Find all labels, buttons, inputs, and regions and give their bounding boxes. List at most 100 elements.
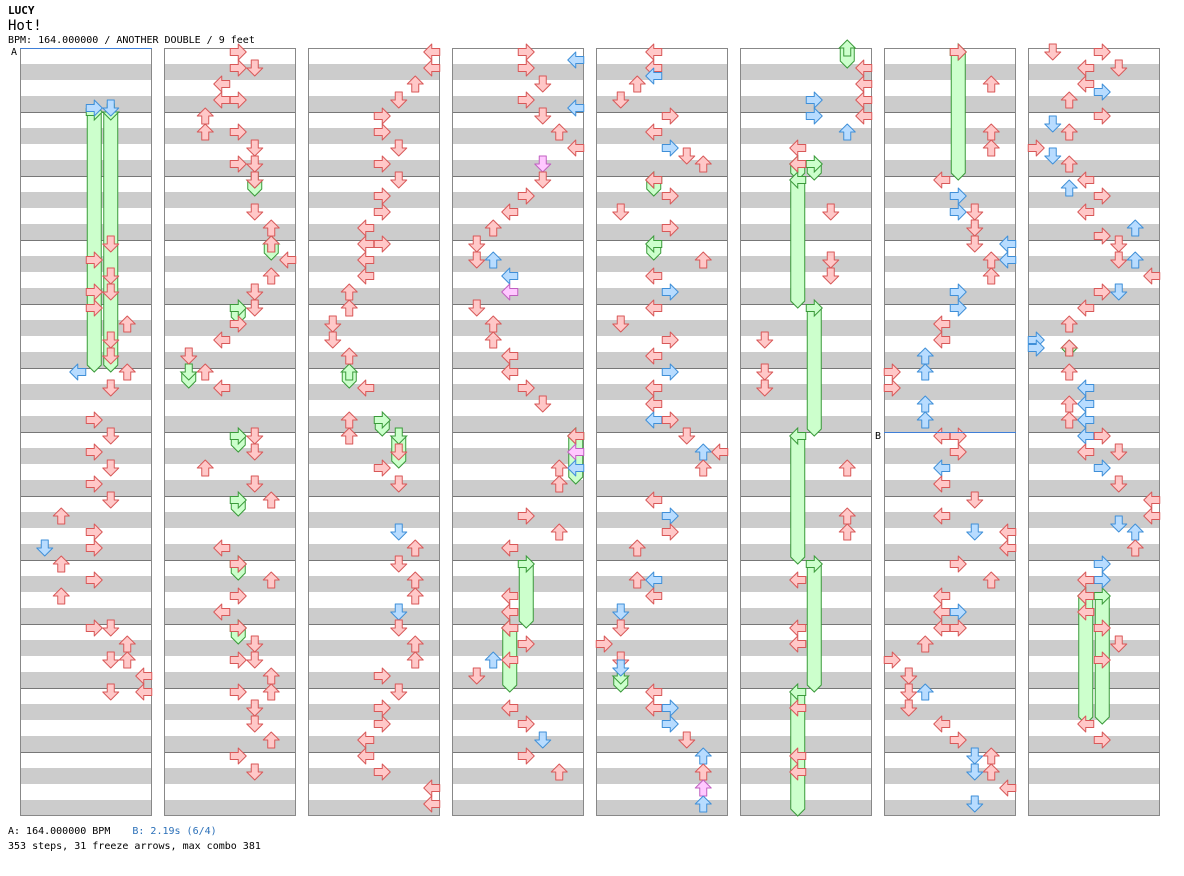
step-right-arrow (789, 699, 807, 717)
beat-stripe (452, 192, 584, 208)
step-down-arrow (246, 651, 264, 669)
step-down-arrow (534, 171, 552, 189)
step-right-arrow (645, 171, 663, 189)
step-left-arrow (883, 651, 901, 669)
step-down-arrow (390, 603, 408, 621)
step-down-arrow (468, 299, 486, 317)
step-left-arrow (661, 411, 679, 429)
step-down-arrow (246, 139, 264, 157)
step-left-arrow (661, 363, 679, 381)
step-down-arrow (246, 171, 264, 189)
step-left-arrow (1093, 619, 1111, 637)
step-left-arrow (517, 635, 535, 653)
beat-stripe (308, 704, 440, 720)
step-down-arrow (756, 379, 774, 397)
step-up-arrow (982, 139, 1000, 157)
step-down-arrow (756, 331, 774, 349)
freeze-up-arrow (838, 39, 857, 57)
beat-stripe (884, 736, 1016, 752)
beat-stripe (164, 320, 296, 336)
beat-stripe (308, 512, 440, 528)
step-left-arrow (373, 107, 391, 125)
step-down-arrow (1110, 59, 1128, 77)
step-up-arrow (838, 459, 856, 477)
step-right-arrow (357, 731, 375, 749)
beat-stripe (164, 96, 296, 112)
step-down-arrow (102, 235, 120, 253)
step-right-arrow (645, 491, 663, 509)
freeze-right-arrow (789, 170, 807, 190)
step-up-arrow (1060, 339, 1078, 357)
step-down-arrow (468, 251, 486, 269)
step-up-arrow (406, 539, 424, 557)
step-right-arrow (645, 123, 663, 141)
step-left-arrow (949, 603, 967, 621)
step-down-arrow (534, 395, 552, 413)
step-left-arrow (1093, 283, 1111, 301)
beat-stripe (884, 608, 1016, 624)
step-left-arrow (373, 155, 391, 173)
step-down-arrow (822, 267, 840, 285)
step-down-arrow (678, 427, 696, 445)
beat-stripe (452, 384, 584, 400)
step-right-arrow (855, 107, 873, 125)
beat-stripe (740, 672, 872, 688)
step-left-arrow (517, 91, 535, 109)
beat-stripe (308, 128, 440, 144)
chart-column (883, 42, 1017, 816)
beat-stripe (452, 256, 584, 272)
step-right-arrow (501, 347, 519, 365)
beat-stripe (1028, 192, 1160, 208)
beat-stripe (20, 800, 152, 816)
beat-stripe (1028, 352, 1160, 368)
beat-stripe (452, 96, 584, 112)
step-down-arrow (1110, 283, 1128, 301)
step-right-arrow (501, 283, 519, 301)
step-right-arrow (501, 699, 519, 717)
beat-stripe (452, 288, 584, 304)
step-left-arrow (229, 555, 247, 573)
beat-stripe (164, 448, 296, 464)
beat-stripe (884, 800, 1016, 816)
beat-stripe (452, 448, 584, 464)
step-right-arrow (1077, 395, 1095, 413)
step-up-arrow (550, 123, 568, 141)
step-right-arrow (501, 267, 519, 285)
step-down-arrow (612, 203, 630, 221)
step-left-arrow (229, 619, 247, 637)
step-right-arrow (933, 459, 951, 477)
beat-stripe (596, 352, 728, 368)
step-right-arrow (1077, 587, 1095, 605)
step-up-arrow (838, 523, 856, 541)
step-down-arrow (678, 147, 696, 165)
beat-stripe (596, 512, 728, 528)
step-right-arrow (999, 539, 1017, 557)
beat-stripe (20, 416, 152, 432)
freeze-arrow-body (950, 51, 966, 181)
step-down-arrow (102, 283, 120, 301)
beat-stripe (596, 288, 728, 304)
step-left-arrow (1093, 187, 1111, 205)
step-right-arrow (789, 155, 807, 173)
step-down-arrow (246, 475, 264, 493)
step-down-arrow (612, 91, 630, 109)
step-right-arrow (135, 667, 153, 685)
step-left-arrow (373, 667, 391, 685)
beat-stripe (452, 800, 584, 816)
beat-stripe (452, 544, 584, 560)
beat-stripe (452, 640, 584, 656)
step-left-arrow (85, 539, 103, 557)
beat-stripe (1028, 800, 1160, 816)
step-left-arrow (1093, 83, 1111, 101)
step-up-arrow (118, 651, 136, 669)
step-up-arrow (916, 635, 934, 653)
step-up-arrow (262, 683, 280, 701)
beat-stripe (308, 608, 440, 624)
step-down-arrow (900, 683, 918, 701)
beat-stripe (1028, 672, 1160, 688)
step-up-arrow (262, 235, 280, 253)
step-up-arrow (982, 267, 1000, 285)
freeze-arrow-body (86, 111, 102, 373)
beat-stripe (452, 704, 584, 720)
beat-stripe (740, 288, 872, 304)
